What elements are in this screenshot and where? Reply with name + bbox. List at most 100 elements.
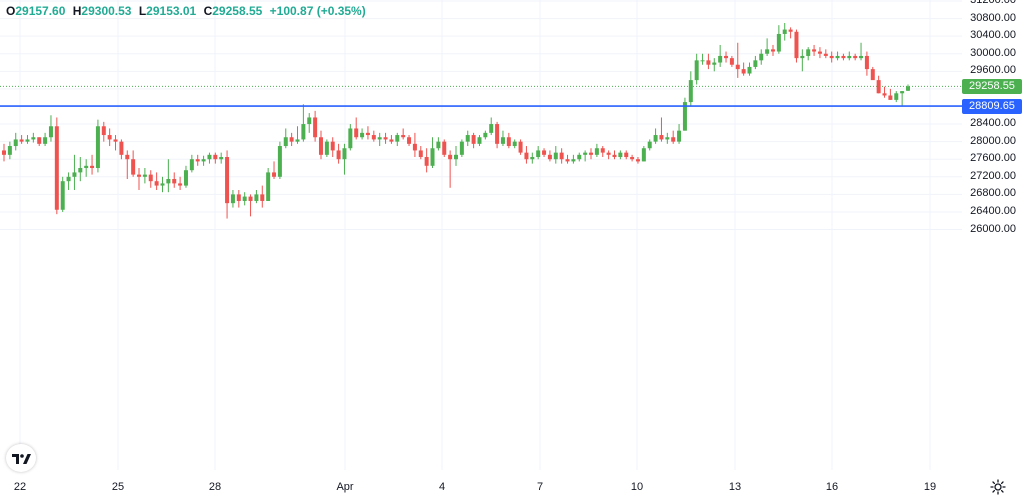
price-axis-tick-label: 31200.00 [970,0,1016,6]
candle-body [477,137,482,144]
ohlc-close: 29258.55 [212,4,263,18]
candle-body [489,124,494,133]
candle-down [589,148,594,160]
candle-body [219,157,224,160]
candle-up [277,141,282,179]
candle-body [31,137,36,140]
candle-body [2,150,6,155]
candle-down [137,168,142,190]
candle-body [13,139,18,147]
candle-up [682,97,687,131]
price-axis-tick-label: 26400.00 [970,204,1016,217]
candle-down [101,121,106,142]
candle-body [542,150,547,155]
candle-down [724,51,729,63]
candle-down [729,55,734,67]
candle-up [395,132,400,147]
candle-up [283,128,288,149]
candle-body [43,137,48,144]
candle-body [571,159,576,162]
candle-body [870,69,875,81]
candle-body [641,148,646,162]
candle-body [84,165,89,169]
candle-body [72,172,77,177]
tradingview-logo-icon[interactable] [6,444,36,472]
candle-up [806,47,811,61]
candle-body [230,194,235,204]
candle-up [454,146,458,166]
candle-down [471,132,476,149]
candle-body [395,135,400,142]
candle-down [2,143,6,162]
candle-body [794,31,799,59]
candle-up [242,192,247,206]
candle-body [882,93,887,96]
candle-up [512,139,517,149]
candle-body [888,95,893,100]
price-axis-tick-label: 30800.00 [970,11,1016,24]
candle-body [741,69,746,74]
candle-down [90,154,95,175]
candle-down [635,157,640,164]
candle-down [236,189,241,208]
candle-down [178,176,183,190]
candle-up [718,44,723,67]
candle-body [272,172,277,177]
candle-body [876,80,881,94]
candle-up [307,113,312,133]
candle-down [823,49,828,59]
candle-up [500,130,505,147]
candle-up [677,124,682,144]
candle-body [336,150,341,160]
candle-body [606,152,611,155]
candle-body [107,135,112,140]
time-axis-tick-label: 16 [825,481,839,493]
candle-up [95,119,100,173]
candle-body [454,154,458,160]
candle-down [870,66,875,81]
candle-body [630,157,635,160]
candle-down [600,146,605,158]
candle-body [594,148,599,155]
candle-body [54,126,59,210]
candle-body [371,135,376,140]
candle-down [125,150,130,179]
candle-up [618,150,623,160]
candle-up [459,139,464,158]
ohlc-low: 29153.01 [146,4,197,18]
candle-body [565,159,570,162]
time-axis-tick-label: 28 [208,481,222,493]
candle-body [183,170,188,186]
ohlc-legend: O29157.60 H29300.53 L29153.01 C29258.55 … [6,4,370,18]
candle-up [847,51,852,61]
price-axis-tick-label: 28400.00 [970,117,1016,130]
candle-body [671,137,676,142]
candle-up [641,146,646,162]
candle-up [477,135,482,147]
time-axis-tick-label: 4 [438,481,446,493]
gear-icon[interactable] [990,479,1006,495]
candle-down [495,121,500,149]
candle-down [318,130,323,160]
candle-down [313,110,318,142]
candle-body [812,49,817,52]
time-axis-tick-label: 19 [923,481,937,493]
candle-body [377,137,382,140]
candle-body [401,135,406,138]
candle-body [665,137,670,140]
candle-body [659,135,664,140]
candle-up [342,143,347,175]
candle-body [418,150,423,158]
candle-body [518,141,523,153]
candle-up [694,53,699,85]
candle-up [201,155,206,166]
candle-down [518,139,523,155]
candle-down [365,126,370,140]
candle-up [776,25,781,54]
candle-body [495,124,500,144]
candle-up [594,143,599,158]
candle-body [788,29,793,32]
candle-up [25,135,30,144]
